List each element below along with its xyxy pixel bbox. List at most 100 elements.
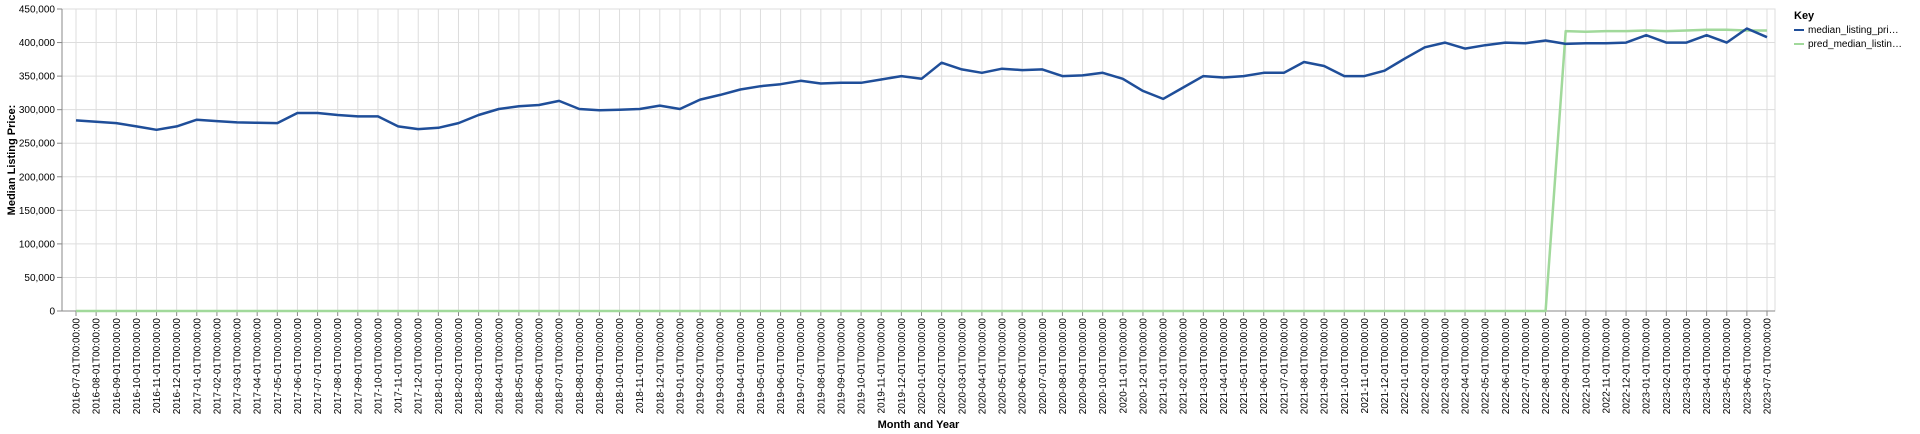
x-tick-label: 2020-03-01T00:00:00 <box>957 318 968 415</box>
x-tick-label: 2021-11-01T00:00:00 <box>1360 318 1371 414</box>
x-tick-label: 2016-08-01T00:00:00 <box>92 318 103 415</box>
x-tick-label: 2023-07-01T00:00:00 <box>1763 318 1774 415</box>
x-tick-label: 2019-05-01T00:00:00 <box>756 318 767 415</box>
y-tick-label: 250,000 <box>19 139 56 150</box>
x-tick-label: 2019-09-01T00:00:00 <box>836 318 847 415</box>
series-line-median-listing-pri <box>75 27 1768 132</box>
x-tick-label: 2020-09-01T00:00:00 <box>1078 318 1089 415</box>
y-tick-label: 400,000 <box>19 38 56 49</box>
x-tick-label: 2018-09-01T00:00:00 <box>595 318 606 415</box>
x-tick-label: 2019-10-01T00:00:00 <box>857 318 868 415</box>
x-tick-label: 2022-10-01T00:00:00 <box>1581 318 1592 415</box>
x-tick-label: 2016-07-01T00:00:00 <box>72 318 83 415</box>
x-tick-label: 2021-10-01T00:00:00 <box>1340 318 1351 415</box>
x-tick-label: 2020-12-01T00:00:00 <box>1138 318 1149 415</box>
x-tick-label: 2020-02-01T00:00:00 <box>937 318 948 415</box>
x-tick-label: 2021-07-01T00:00:00 <box>1279 318 1290 415</box>
x-tick-label: 2023-04-01T00:00:00 <box>1702 318 1713 415</box>
y-tick-label: 0 <box>49 307 55 318</box>
x-tick-label: 2017-03-01T00:00:00 <box>233 318 244 415</box>
x-tick-label: 2019-04-01T00:00:00 <box>736 318 747 415</box>
x-tick-label: 2017-10-01T00:00:00 <box>373 318 384 415</box>
x-tick-label: 2022-05-01T00:00:00 <box>1481 318 1492 415</box>
x-tick-label: 2016-12-01T00:00:00 <box>172 318 183 415</box>
y-axis: 0 50,000 100,000 150,000 200,000 250,000 300,0… <box>19 5 63 318</box>
x-axis: 2016-07-01T00:00:00 2016-08-01T00:00:00 20… <box>62 310 1775 415</box>
legend: Key median_listing_pri… pred_median_listi… <box>1794 10 1902 50</box>
x-tick-label: 2019-06-01T00:00:00 <box>776 318 787 415</box>
x-tick-label: 2020-05-01T00:00:00 <box>998 318 1009 415</box>
x-tick-label: 2017-06-01T00:00:00 <box>293 318 304 415</box>
x-tick-label: 2017-04-01T00:00:00 <box>253 318 264 415</box>
grid-lines <box>61 8 1776 312</box>
x-tick-label: 2018-01-01T00:00:00 <box>434 318 445 415</box>
x-tick-label: 2020-11-01T00:00:00 <box>1118 318 1129 414</box>
x-tick-label: 2023-03-01T00:00:00 <box>1682 318 1693 415</box>
x-tick-label: 2017-12-01T00:00:00 <box>414 318 425 415</box>
y-tick-label: 50,000 <box>24 273 55 284</box>
x-tick-label: 2020-07-01T00:00:00 <box>1038 318 1049 415</box>
x-tick-label: 2022-08-01T00:00:00 <box>1541 318 1552 415</box>
x-tick-label: 2021-09-01T00:00:00 <box>1320 318 1331 415</box>
legend-title: Key <box>1794 10 1815 22</box>
x-tick-label: 2020-10-01T00:00:00 <box>1098 318 1109 415</box>
x-tick-label: 2016-10-01T00:00:00 <box>132 318 143 415</box>
legend-item-label: pred_median_listin… <box>1808 39 1902 50</box>
series-layer <box>75 27 1768 313</box>
y-tick-label: 350,000 <box>19 72 56 83</box>
x-axis-title: Month and Year <box>878 419 960 431</box>
x-tick-label: 2022-12-01T00:00:00 <box>1622 318 1633 415</box>
plot-frame <box>61 8 1776 312</box>
x-tick-label: 2017-11-01T00:00:00 <box>394 318 405 414</box>
x-tick-label: 2018-03-01T00:00:00 <box>474 318 485 415</box>
x-tick-label: 2020-06-01T00:00:00 <box>1018 318 1029 415</box>
x-tick-label: 2017-08-01T00:00:00 <box>333 318 344 415</box>
y-tick-label: 200,000 <box>19 172 56 183</box>
x-tick-label: 2022-06-01T00:00:00 <box>1501 318 1512 415</box>
x-tick-label: 2018-08-01T00:00:00 <box>575 318 586 415</box>
y-tick-label: 150,000 <box>19 206 56 217</box>
x-tick-label: 2018-12-01T00:00:00 <box>655 318 666 415</box>
x-tick-label: 2021-03-01T00:00:00 <box>1199 318 1210 415</box>
x-tick-label: 2019-12-01T00:00:00 <box>897 318 908 415</box>
x-tick-label: 2021-05-01T00:00:00 <box>1239 318 1250 415</box>
x-tick-label: 2021-02-01T00:00:00 <box>1179 318 1190 415</box>
x-tick-label: 2017-02-01T00:00:00 <box>212 318 223 415</box>
x-tick-label: 2020-04-01T00:00:00 <box>977 318 988 415</box>
y-axis-title: Median Listing Price: <box>6 105 18 216</box>
x-tick-label: 2023-02-01T00:00:00 <box>1662 318 1673 415</box>
x-tick-label: 2020-08-01T00:00:00 <box>1058 318 1069 415</box>
x-tick-label: 2019-02-01T00:00:00 <box>696 318 707 415</box>
x-tick-label: 2018-11-01T00:00:00 <box>635 318 646 414</box>
x-tick-label: 2018-06-01T00:00:00 <box>535 318 546 415</box>
x-tick-label: 2021-12-01T00:00:00 <box>1380 318 1391 415</box>
y-tick-label: 450,000 <box>19 5 56 16</box>
x-tick-label: 2019-11-01T00:00:00 <box>877 318 888 414</box>
legend-item-label: median_listing_pri… <box>1808 25 1899 36</box>
x-tick-label: 2021-06-01T00:00:00 <box>1259 318 1270 415</box>
x-tick-label: 2021-01-01T00:00:00 <box>1159 318 1170 415</box>
y-tick-label: 100,000 <box>19 239 56 250</box>
x-tick-label: 2017-09-01T00:00:00 <box>353 318 364 415</box>
x-tick-label: 2022-03-01T00:00:00 <box>1440 318 1451 415</box>
x-tick-label: 2018-10-01T00:00:00 <box>615 318 626 415</box>
x-tick-label: 2016-11-01T00:00:00 <box>152 318 163 414</box>
y-tick-label: 300,000 <box>19 105 56 116</box>
x-tick-label: 2023-01-01T00:00:00 <box>1642 318 1653 415</box>
x-tick-label: 2019-07-01T00:00:00 <box>796 318 807 415</box>
x-tick-label: 2019-08-01T00:00:00 <box>816 318 827 415</box>
x-tick-label: 2022-09-01T00:00:00 <box>1561 318 1572 415</box>
x-tick-label: 2021-04-01T00:00:00 <box>1219 318 1230 415</box>
x-tick-label: 2018-02-01T00:00:00 <box>454 318 465 415</box>
x-tick-label: 2022-04-01T00:00:00 <box>1461 318 1472 415</box>
x-tick-label: 2022-07-01T00:00:00 <box>1521 318 1532 415</box>
x-tick-label: 2018-07-01T00:00:00 <box>555 318 566 415</box>
x-tick-label: 2016-09-01T00:00:00 <box>112 318 123 415</box>
x-tick-label: 2020-01-01T00:00:00 <box>917 318 928 415</box>
x-tick-label: 2022-11-01T00:00:00 <box>1601 318 1612 414</box>
series-line-pred-median-listin <box>76 28 1767 313</box>
x-tick-label: 2023-06-01T00:00:00 <box>1742 318 1753 415</box>
x-tick-label: 2019-01-01T00:00:00 <box>675 318 686 415</box>
x-tick-label: 2017-01-01T00:00:00 <box>192 318 203 415</box>
